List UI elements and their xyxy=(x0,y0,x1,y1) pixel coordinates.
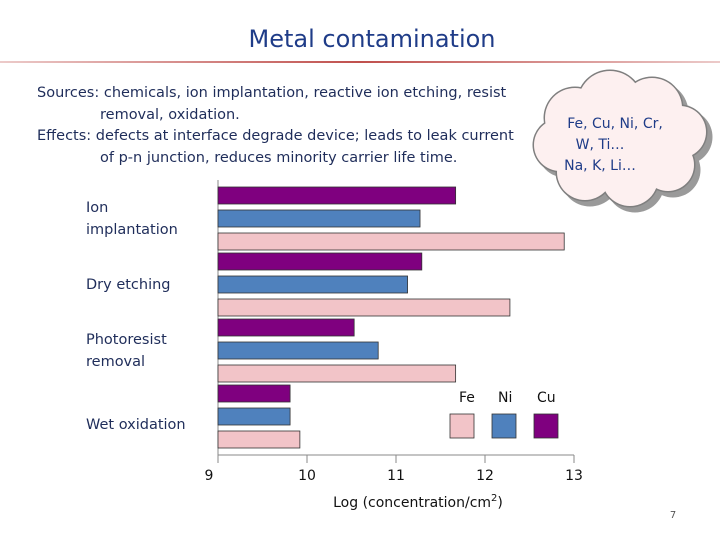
category-label: Ion xyxy=(86,200,108,216)
cloud-text: Fe, Cu, Ni, Cr, xyxy=(567,116,663,132)
x-axis-label: Log (concentration/cm2) xyxy=(333,493,503,511)
cloud-fill xyxy=(570,95,660,185)
body-text: Sources: chemicals, ion implantation, re… xyxy=(37,85,507,101)
category-label: implantation xyxy=(86,222,178,238)
legend-label: Ni xyxy=(498,390,512,406)
category-label: Photoresist xyxy=(86,332,167,348)
bar xyxy=(217,364,457,383)
legend-label: Fe xyxy=(459,390,475,406)
bar xyxy=(217,430,301,449)
x-tick-label: 9 xyxy=(205,468,214,484)
cloud-text: Na, K, Li… xyxy=(564,158,636,174)
x-tick-label: 12 xyxy=(476,468,494,484)
bar xyxy=(217,252,423,271)
bar xyxy=(217,384,291,403)
legend-swatch xyxy=(533,413,559,439)
bar xyxy=(217,186,457,205)
bar xyxy=(217,232,565,251)
cloud-text: W, Ti… xyxy=(576,137,625,153)
bar xyxy=(217,407,291,426)
x-tick-label: 10 xyxy=(298,468,316,484)
cloud xyxy=(532,69,713,213)
bar xyxy=(217,318,355,337)
bar xyxy=(217,275,408,294)
bar xyxy=(217,298,511,317)
legend-swatch xyxy=(491,413,517,439)
body-text: Effects: defects at interface degrade de… xyxy=(37,128,514,144)
x-tick-label: 13 xyxy=(565,468,583,484)
category-label: removal xyxy=(86,354,145,370)
legend-label: Cu xyxy=(537,390,556,406)
x-label-tail: ) xyxy=(497,495,502,511)
page-number: 7 xyxy=(670,510,676,521)
bar xyxy=(217,209,421,228)
x-label-sup: 2 xyxy=(491,493,497,504)
title-rule xyxy=(0,61,720,63)
bar xyxy=(217,341,379,360)
body-text: of p-n junction, reduces minority carrie… xyxy=(100,150,457,166)
legend-swatch xyxy=(449,413,475,439)
category-label: Wet oxidation xyxy=(86,417,186,433)
body-text: removal, oxidation. xyxy=(100,107,240,123)
slide-title: Metal contamination xyxy=(248,25,495,53)
x-label-text: Log (concentration/cm xyxy=(333,495,491,511)
x-tick-label: 11 xyxy=(387,468,405,484)
category-label: Dry etching xyxy=(86,277,171,293)
